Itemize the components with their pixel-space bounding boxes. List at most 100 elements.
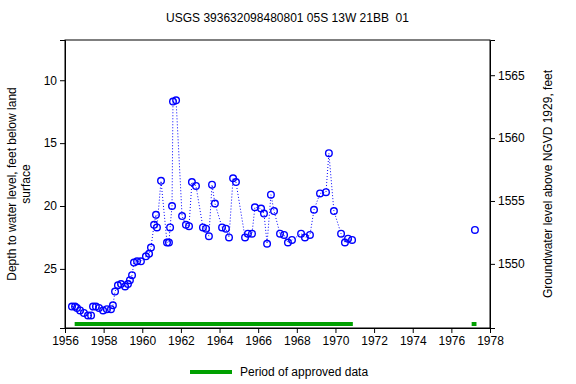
data-point [338,230,345,237]
tick: 1964 [207,328,234,348]
plot-area [69,97,479,326]
tick-label: 15 [44,136,58,150]
tick-mark [297,328,298,333]
tick-label: 1978 [477,334,504,348]
tick-mark [413,328,414,333]
tick: 1976 [439,328,466,348]
tick: 1978 [477,328,504,348]
data-point [323,189,330,196]
tick-label: 10 [44,74,58,88]
tick-label: 1974 [400,334,427,348]
y-axis-title: Depth to water level, feet below landsur… [5,87,33,280]
tick-mark [142,328,143,333]
tick: 25 [44,262,65,276]
tick-mark [490,75,495,76]
data-point [298,230,305,237]
data-point [129,272,136,279]
data-point [289,237,296,244]
approved-period [472,322,477,326]
tick-mark [258,328,259,333]
tick-mark [60,80,65,81]
y2-axis-line [491,41,496,329]
data-point [271,208,278,215]
tick: 1968 [284,328,311,348]
data-point [88,312,95,319]
data-point [189,179,196,186]
data-point [112,288,119,295]
tick-label: 1966 [245,334,272,348]
y-axis: 10 15 20 25 [44,41,66,329]
data-point [331,208,338,215]
tick-label: 1555 [498,194,525,208]
data-point [169,203,176,210]
tick-mark [490,138,495,139]
data-point [153,212,160,219]
tick-label: 1958 [91,334,118,348]
tick-label: 25 [44,262,58,276]
data-point [311,206,318,213]
tick: 1960 [129,328,156,348]
tick: 1565 [490,69,525,83]
title: USGS 393632098480801 05S 13W 21BB 01 [166,11,409,25]
tick: 10 [44,74,65,88]
data-point [226,234,233,241]
tick-label: 1960 [129,334,156,348]
data-point [268,191,275,198]
data-point [203,225,210,232]
data-point [158,178,165,185]
data-point [148,244,155,251]
tick: 1962 [168,328,195,348]
legend-label: Period of approved data [240,365,368,379]
tick-label: 1962 [168,334,195,348]
tick: 15 [44,136,65,150]
x-axis-line [66,329,491,334]
tick-mark [220,328,221,333]
data-point [166,239,173,246]
data-line [72,100,475,315]
tick: 1972 [361,328,388,348]
tick-mark [60,143,65,144]
data-point [264,240,271,247]
y2-axis: 1550 1555 1560 1565 [490,41,525,329]
data-point [209,181,216,188]
data-point [173,97,180,104]
tick-mark [490,201,495,202]
tick-label: 1972 [361,334,388,348]
data-point [249,230,256,237]
tick-mark [181,328,182,333]
tick-label: 1565 [498,69,525,83]
tick: 1970 [323,328,350,348]
data-point [179,213,186,220]
chart: USGS 393632098480801 05S 13W 21BB 01 1956… [0,0,576,384]
tick-mark [104,328,105,333]
tick: 1958 [91,328,118,348]
y-axis-title-line: surface [19,164,33,204]
data-point [167,224,174,231]
tick: 1966 [245,328,272,348]
tick-mark [335,328,336,333]
tick: 1956 [52,328,79,348]
tick-label: 1560 [498,131,525,145]
tick-label: 1968 [284,334,311,348]
data-point [252,204,259,211]
tick: 1560 [490,131,525,145]
tick-label: 1976 [439,334,466,348]
data-point [193,183,200,190]
tick: 1974 [400,328,427,348]
tick-label: 1970 [323,334,350,348]
approved-period [75,322,353,326]
plot-frame [65,40,490,328]
tick-label: 1550 [498,257,525,271]
data-point [206,233,213,240]
data-point [261,210,268,217]
y-axis-title-line: Depth to water level, feet below land [5,87,19,280]
data-point [281,232,288,239]
legend: Period of approved data [190,365,368,379]
data-point [307,232,314,239]
data-point [110,302,117,309]
data-point [223,225,230,232]
tick-label: 20 [44,199,58,213]
tick-mark [451,328,452,333]
data-point [154,224,161,231]
tick-mark [60,269,65,270]
